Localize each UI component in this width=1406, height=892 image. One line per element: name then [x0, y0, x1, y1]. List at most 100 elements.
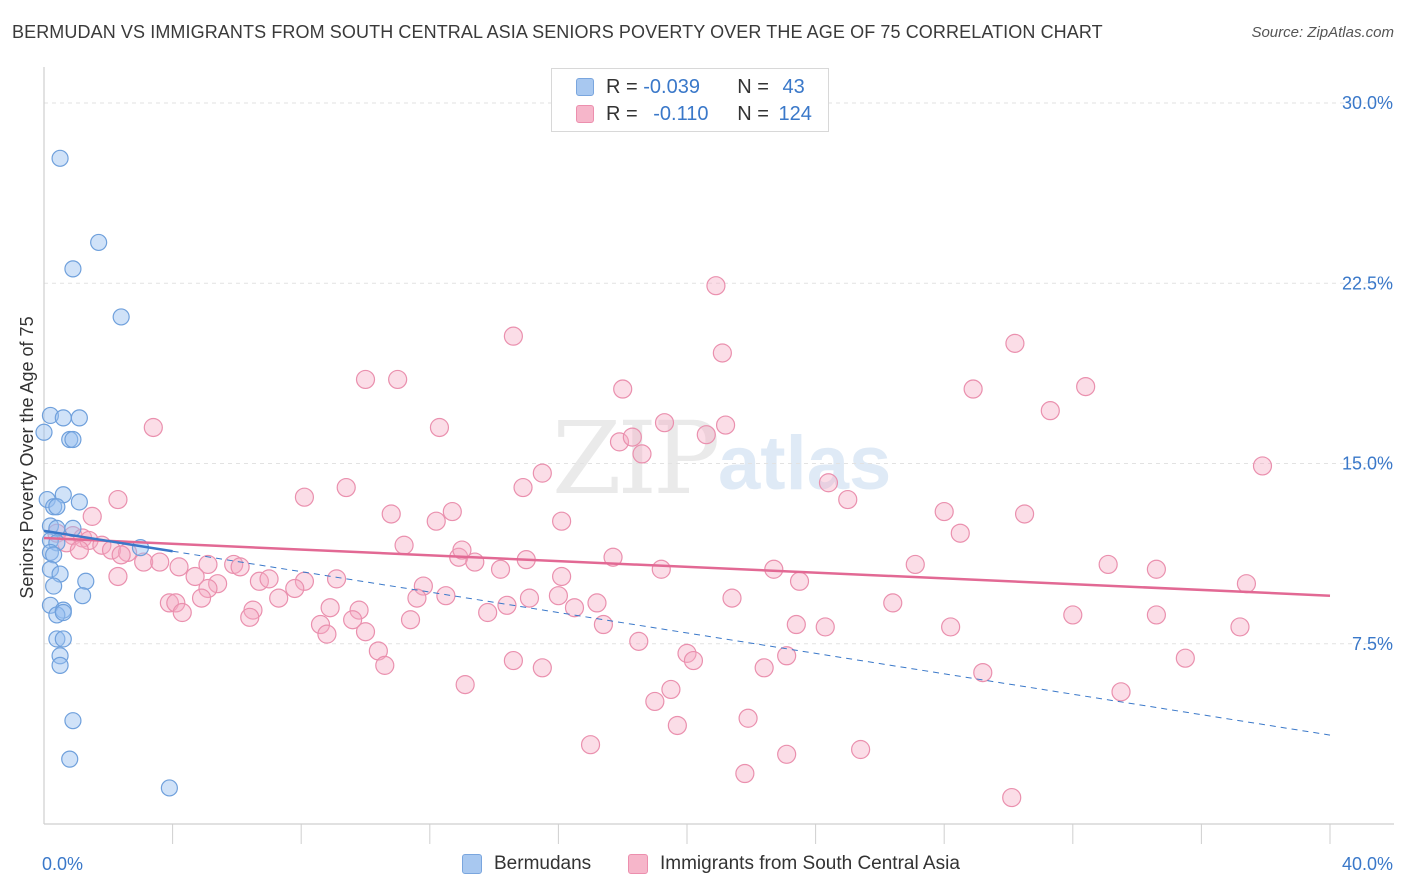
- immigrants-point: [815, 617, 835, 637]
- immigrants-point: [497, 595, 517, 615]
- immigrants-point: [429, 417, 450, 438]
- immigrants-point: [632, 444, 652, 464]
- legend-r-label: R =: [606, 75, 644, 98]
- immigrants-point: [950, 523, 970, 543]
- immigrants-point: [513, 477, 533, 498]
- immigrants-point: [564, 598, 585, 618]
- immigrants-point: [478, 602, 498, 623]
- bermudans-point: [61, 750, 79, 768]
- immigrants-point: [1005, 333, 1025, 353]
- x-tick-label: 0.0%: [42, 854, 83, 874]
- immigrants-point: [622, 427, 642, 447]
- immigrants-point: [1076, 377, 1096, 397]
- bermudans-point: [73, 587, 92, 605]
- bottom-legend-label: Bermudans: [494, 853, 592, 874]
- blue-points-layer: [35, 149, 178, 797]
- immigrants-point: [786, 614, 806, 635]
- immigrants-point: [941, 617, 961, 637]
- immigrants-point: [426, 511, 446, 531]
- immigrants-point: [1146, 559, 1166, 579]
- immigrants-trend-line: [43, 536, 1331, 597]
- legend-n-label: N =: [737, 75, 775, 98]
- immigrants-point: [198, 578, 218, 599]
- bermudans-point: [38, 490, 56, 509]
- immigrants-point: [629, 631, 649, 651]
- legend-r-value: -0.039: [643, 75, 700, 98]
- immigrants-point: [381, 504, 401, 524]
- bermudans-point: [45, 546, 63, 564]
- immigrants-point: [609, 432, 630, 452]
- immigrants-point: [754, 658, 774, 678]
- immigrants-point: [905, 554, 925, 575]
- immigrants-point: [375, 655, 395, 675]
- immigrants-point: [645, 691, 665, 712]
- immigrants-point: [452, 540, 472, 560]
- immigrants-point: [587, 593, 607, 613]
- immigrants-point: [838, 489, 858, 510]
- axis-labels-layer: 7.5% 15.0% 22.5% 30.0% 0.0% 40.0% Seniors Pove…: [17, 93, 1393, 874]
- immigrants-point: [159, 593, 179, 613]
- immigrants-point: [150, 552, 170, 572]
- immigrants-point: [455, 675, 475, 695]
- legend-r-value: -0.110: [653, 102, 709, 125]
- immigrants-point: [285, 578, 305, 599]
- watermark-zip: ZIP: [552, 400, 720, 517]
- immigrants-point: [1014, 504, 1035, 524]
- y-axis-label: Seniors Poverty Over the Age of 75: [17, 316, 37, 598]
- immigrants-point: [269, 588, 289, 608]
- immigrants-point: [394, 535, 414, 555]
- bottom-legend-bermudans: Bermudans: [462, 852, 591, 876]
- immigrants-point: [185, 566, 205, 587]
- immigrants-point: [1252, 456, 1273, 476]
- immigrants-point: [230, 557, 250, 577]
- y-tick-label: 15.0%: [1342, 454, 1393, 474]
- immigrants-point: [580, 735, 601, 755]
- immigrants-point: [111, 545, 131, 565]
- bermudans-point: [70, 409, 88, 427]
- immigrants-point: [69, 540, 89, 560]
- immigrants-point: [388, 369, 408, 390]
- legend-swatch-pink: [576, 105, 594, 123]
- legend-row-bermudans: R = -0.039 N = 43: [576, 75, 805, 99]
- immigrants-point: [490, 559, 511, 579]
- bermudans-point: [90, 233, 108, 252]
- immigrants-point: [738, 708, 758, 728]
- immigrants-point: [651, 559, 671, 579]
- immigrants-point: [883, 593, 903, 613]
- legend-n-label: N =: [737, 102, 775, 125]
- immigrants-point: [310, 614, 331, 635]
- immigrants-point: [317, 624, 337, 644]
- bermudans-point: [45, 577, 63, 595]
- y-tick-label: 22.5%: [1342, 273, 1393, 293]
- immigrants-point: [1236, 574, 1257, 594]
- bermudans-point: [112, 308, 130, 326]
- bermudans-point: [70, 493, 88, 511]
- immigrants-point: [548, 586, 569, 606]
- immigrants-point: [134, 552, 154, 572]
- immigrants-point: [677, 643, 697, 663]
- immigrants-point: [934, 501, 954, 522]
- immigrants-point: [436, 586, 456, 606]
- legend-swatch-blue: [576, 78, 594, 96]
- immigrants-point: [191, 588, 212, 608]
- immigrants-point: [240, 607, 260, 627]
- trend-lines-layer: [43, 529, 1331, 736]
- bottom-legend-immigrants: Immigrants from South Central Asia: [628, 852, 960, 876]
- correlation-legend: R = -0.039 N = 43 R = -0.110 N = 124: [551, 68, 829, 132]
- immigrants-point: [259, 569, 279, 589]
- immigrants-point: [851, 739, 871, 760]
- immigrants-point: [696, 425, 716, 445]
- immigrants-point: [326, 569, 347, 589]
- bermudans-point: [51, 656, 69, 674]
- y-tick-label: 30.0%: [1342, 93, 1393, 113]
- immigrants-point: [712, 343, 732, 363]
- bermudans-point: [77, 572, 95, 590]
- immigrants-point: [552, 566, 572, 587]
- immigrants-point: [777, 646, 797, 666]
- immigrants-point: [706, 276, 726, 296]
- immigrants-point: [1040, 401, 1060, 421]
- bermudans-trend-line: [43, 529, 173, 553]
- immigrants-point: [355, 369, 376, 390]
- immigrants-point: [208, 574, 228, 594]
- immigrants-point: [166, 593, 186, 613]
